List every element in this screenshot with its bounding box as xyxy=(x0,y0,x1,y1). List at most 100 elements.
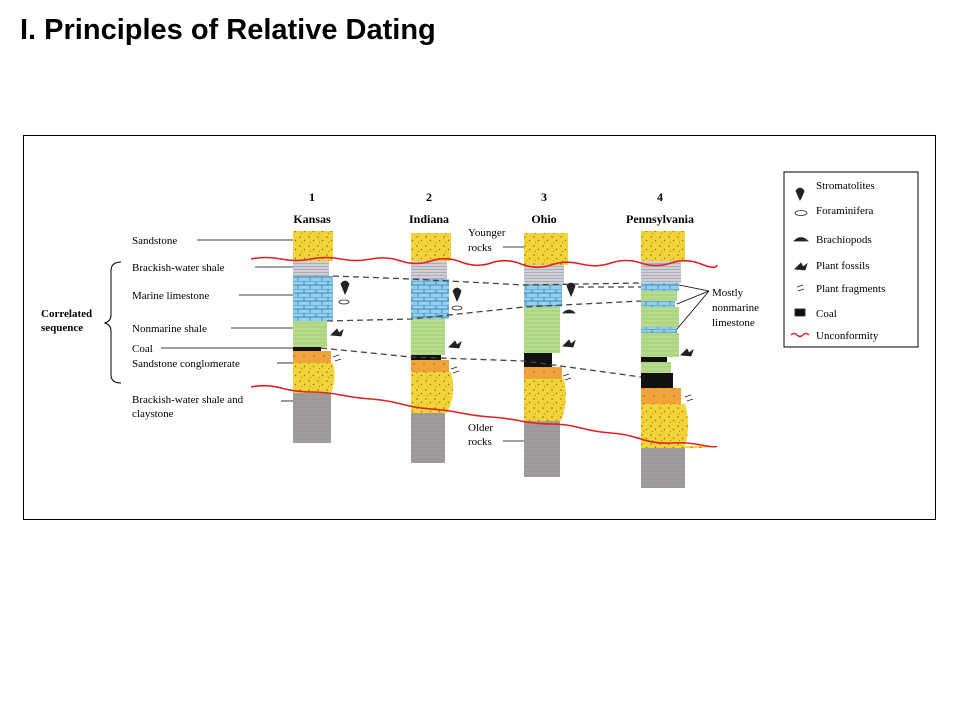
slide-title: I. Principles of Relative Dating xyxy=(20,14,436,46)
column-1-state: Kansas xyxy=(293,212,331,226)
pennsylvania-nonmarine-3 xyxy=(641,333,679,357)
legend-label-plant-fragments: Plant fragments xyxy=(816,283,885,295)
correlation-line-limestone-top xyxy=(332,275,642,286)
kansas-coal xyxy=(293,347,321,351)
plant-fragment-icon xyxy=(562,373,572,381)
brachiopod-icon xyxy=(793,237,809,242)
plant-fossil-icon xyxy=(794,262,808,271)
legend-label-brachiopods: Brachiopods xyxy=(816,234,872,246)
pennsylvania-coal-1 xyxy=(641,357,667,362)
correlated-label-line1: Correlated xyxy=(41,308,92,320)
pennsylvania-sandstone-top xyxy=(641,231,685,261)
indiana-sandstone-top xyxy=(411,233,451,261)
nonmarine-limestone-line1: Mostly xyxy=(712,287,744,299)
indiana-marine-limestone xyxy=(411,279,449,319)
column-ohio xyxy=(524,233,568,477)
kansas-nonmarine-shale xyxy=(293,321,327,347)
kansas-sandstone-top xyxy=(293,231,333,261)
pennsylvania-sandstone-lower xyxy=(641,404,717,449)
stratigraphic-correlation-diagram: 1 Kansas 2 Indiana 3 Ohio 4 Pennsylvania xyxy=(41,171,919,488)
foraminifera-icon xyxy=(451,305,463,311)
indiana-nonmarine-shale xyxy=(411,319,445,355)
column-4-state: Pennsylvania xyxy=(626,212,694,226)
indiana-brackish-shale xyxy=(411,261,447,279)
label-marine-limestone: Marine limestone xyxy=(132,290,209,302)
legend-label-plant-fossils: Plant fossils xyxy=(816,260,869,272)
indiana-basement xyxy=(411,413,445,463)
rock-type-labels: Sandstone Brackish-water shale Marine li… xyxy=(132,235,244,420)
nonmarine-limestone-line3: limestone xyxy=(712,317,755,329)
pennsylvania-nonmarine-1 xyxy=(641,291,677,301)
unconformity-line-icon xyxy=(790,332,810,338)
ohio-sandstone-lower xyxy=(524,379,566,421)
legend-label-unconformity: Unconformity xyxy=(816,330,879,342)
younger-rocks-line1: Younger xyxy=(468,227,506,239)
column-4-number: 4 xyxy=(657,190,663,204)
label-brackish-shale: Brackish-water shale xyxy=(132,262,225,274)
stromatolite-icon xyxy=(566,282,576,297)
legend-icons xyxy=(790,187,810,338)
label-coal: Coal xyxy=(132,343,153,355)
plant-fossil-icon xyxy=(448,340,462,349)
kansas-marine-limestone xyxy=(293,276,333,321)
plant-fragment-icon xyxy=(332,354,342,362)
older-rocks-line1: Older xyxy=(468,422,493,434)
legend: Stromatolites Foraminifera Brachiopods P… xyxy=(783,171,919,348)
column-kansas xyxy=(293,231,335,443)
stromatolite-icon xyxy=(452,287,462,302)
legend-label-stromatolites: Stromatolites xyxy=(816,180,875,192)
plant-fossil-icon xyxy=(562,339,576,348)
pennsylvania-basement xyxy=(641,448,685,488)
column-3-state: Ohio xyxy=(531,212,556,226)
legend-labels: Stromatolites Foraminifera Brachiopods P… xyxy=(816,180,885,342)
column-2-state: Indiana xyxy=(409,212,449,226)
foraminifera-icon xyxy=(338,299,350,305)
label-brackish-claystone-1: Brackish-water shale and xyxy=(132,394,244,406)
pennsylvania-nonmarine-4 xyxy=(641,362,671,373)
age-annotations: Younger rocks Older rocks Mostly nonmari… xyxy=(468,227,759,448)
ohio-conglomerate xyxy=(524,367,562,379)
column-1-number: 1 xyxy=(309,190,315,204)
column-pennsylvania xyxy=(641,231,717,488)
nonmarine-limestone-line2: nonmarine xyxy=(712,302,759,314)
plant-fossil-icon xyxy=(680,348,694,357)
label-conglomerate: Sandstone conglomerate xyxy=(132,358,240,370)
correlation-line-limestone-base xyxy=(326,300,642,322)
correlated-label-line2: sequence xyxy=(41,322,83,334)
pennsylvania-limestone-1 xyxy=(641,283,679,291)
column-2-number: 2 xyxy=(426,190,432,204)
fossil-symbols xyxy=(330,280,694,402)
pennsylvania-limestone-2 xyxy=(641,301,675,307)
indiana-sandstone-lower xyxy=(411,372,454,413)
nonmarine-leaders xyxy=(676,284,710,330)
stromatolite-icon xyxy=(795,187,805,201)
correlation-line-coal xyxy=(320,347,642,378)
column-3-number: 3 xyxy=(541,190,547,204)
older-rocks-line2: rocks xyxy=(468,436,492,448)
kansas-basement xyxy=(293,393,331,443)
plant-fragment-icon xyxy=(684,394,694,402)
foraminifera-icon xyxy=(794,210,808,216)
ohio-coal xyxy=(524,353,552,367)
unconformity-lower xyxy=(250,384,718,448)
kansas-sandstone-lower xyxy=(293,363,335,393)
ohio-basement xyxy=(524,421,560,477)
ohio-nonmarine-shale xyxy=(524,307,560,353)
coal-swatch-icon xyxy=(794,308,806,317)
column-headers: 1 Kansas 2 Indiana 3 Ohio 4 Pennsylvania xyxy=(293,190,694,226)
pennsylvania-brackish-shale xyxy=(641,261,681,283)
correlated-sequence-brace xyxy=(103,261,122,384)
label-brackish-claystone-2: claystone xyxy=(132,408,174,420)
unconformity-lines xyxy=(250,256,718,448)
label-nonmarine-shale: Nonmarine shale xyxy=(132,323,207,335)
plant-fragment-icon xyxy=(796,284,805,292)
ohio-brackish-shale xyxy=(524,265,564,285)
indiana-conglomerate xyxy=(411,360,449,372)
legend-label-coal: Coal xyxy=(816,308,837,320)
kansas-conglomerate xyxy=(293,351,331,363)
pennsylvania-conglomerate xyxy=(641,388,681,404)
pennsylvania-limestone-3 xyxy=(641,327,677,333)
plant-fragment-icon xyxy=(450,366,460,374)
figure-frame: 1 Kansas 2 Indiana 3 Ohio 4 Pennsylvania xyxy=(23,135,936,520)
kansas-brackish-shale xyxy=(293,261,329,276)
